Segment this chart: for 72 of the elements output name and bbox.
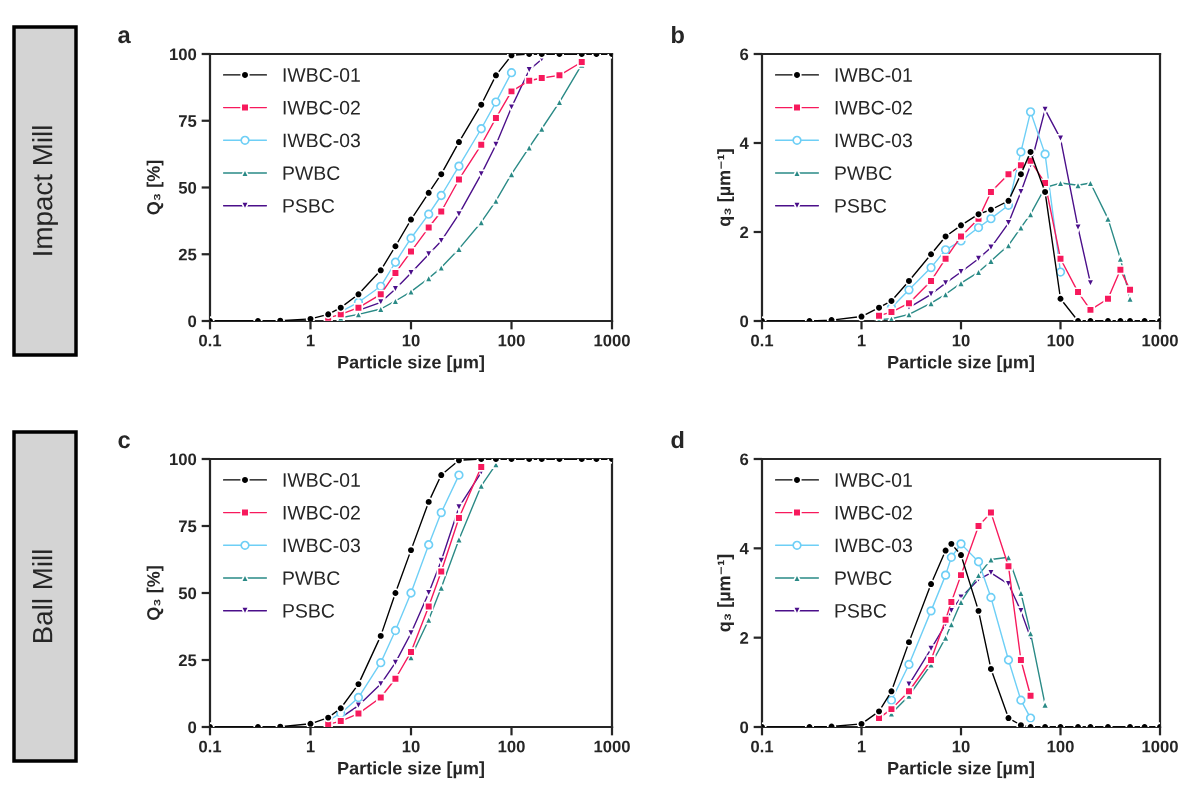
- x-tick-label: 100: [498, 334, 525, 347]
- y-tick-label: 0: [188, 721, 197, 734]
- y-tick-label: 4: [739, 137, 749, 150]
- x-tick-label: 1: [857, 334, 866, 347]
- x-tick-label: 1: [306, 740, 315, 753]
- x-tick-label: 0.1: [199, 334, 222, 347]
- x-tick-label: 1000: [594, 740, 630, 753]
- legend-label: IWBC-03: [283, 538, 360, 553]
- legend-label: PWBC: [283, 571, 340, 586]
- y-tick-label: 2: [740, 226, 749, 239]
- chart-title: b: [672, 25, 684, 44]
- legend-label: PWBC: [283, 166, 340, 181]
- text: Ball Mill: [32, 550, 53, 643]
- y-axis-title: Q₃ [%]: [146, 160, 164, 215]
- x-tick-label: 1: [857, 740, 866, 753]
- legend-label: PSBC: [835, 198, 887, 213]
- x-axis-title: Particle size [µm]: [888, 355, 1034, 373]
- x-tick-label: 1000: [1142, 334, 1178, 347]
- legend-label: PWBC: [835, 166, 892, 181]
- y-tick-label: 25: [178, 654, 197, 667]
- x-tick-label: 1000: [1142, 740, 1178, 753]
- x-tick-label: 0.1: [751, 740, 774, 753]
- legend-label: IWBC-02: [283, 100, 360, 115]
- x-axis-title: Particle size [µm]: [338, 355, 484, 373]
- y-tick-label: 0: [188, 315, 197, 328]
- y-axis-title: q₃ [µm⁻¹]: [717, 554, 734, 632]
- legend-label: IWBC-01: [835, 473, 912, 487]
- legend-label: IWBC-02: [835, 505, 912, 520]
- chart-title: c: [118, 435, 130, 449]
- chart-title: a: [118, 30, 131, 44]
- x-tick-label: 10: [402, 334, 420, 347]
- x-tick-label: 1: [306, 334, 315, 347]
- y-tick-label: 50: [178, 181, 197, 194]
- legend-label: PSBC: [283, 603, 335, 618]
- y-tick-label: 6: [740, 48, 749, 61]
- x-tick-label: 0.1: [199, 740, 222, 753]
- x-tick-label: 10: [952, 334, 970, 347]
- legend-label: IWBC-03: [835, 538, 912, 553]
- legend-label: PSBC: [283, 198, 335, 213]
- y-tick-label: 50: [178, 587, 197, 600]
- y-axis-title: Q₃ [%]: [146, 566, 164, 620]
- x-tick-label: 100: [1047, 334, 1074, 347]
- x-tick-label: 10: [952, 740, 970, 753]
- legend-label: IWBC-02: [835, 100, 912, 115]
- y-tick-label: 75: [178, 115, 197, 127]
- y-tick-label: 0: [740, 721, 749, 734]
- legend-label: IWBC-01: [283, 68, 360, 82]
- x-tick-label: 0.1: [751, 334, 774, 347]
- legend-label: PSBC: [835, 603, 887, 618]
- y-tick-label: 25: [178, 248, 197, 261]
- x-axis-title: Particle size [µm]: [888, 761, 1034, 779]
- chart-title: d: [671, 430, 684, 449]
- legend-label: IWBC-03: [835, 133, 912, 148]
- y-tick-label: 0: [740, 315, 749, 328]
- y-tick-label: 2: [740, 632, 749, 644]
- text: Impact Mill: [32, 126, 58, 255]
- x-tick-label: 10: [402, 740, 420, 753]
- x-tick-label: 100: [1047, 740, 1074, 753]
- legend-label: PWBC: [835, 571, 892, 586]
- y-tick-label: 100: [170, 48, 197, 61]
- y-tick-label: 75: [178, 520, 197, 533]
- legend-label: IWBC-02: [283, 505, 360, 520]
- legend-label: IWBC-01: [283, 473, 360, 487]
- x-tick-label: 1000: [594, 334, 630, 347]
- y-tick-label: 100: [170, 453, 197, 466]
- x-tick-label: 100: [498, 740, 525, 753]
- legend-label: IWBC-03: [283, 133, 360, 148]
- legend-label: IWBC-01: [835, 68, 912, 82]
- y-axis-title: q₃ [µm⁻¹]: [717, 149, 734, 226]
- y-tick-label: 6: [740, 453, 749, 466]
- x-axis-title: Particle size [µm]: [338, 761, 484, 779]
- y-tick-label: 4: [739, 542, 749, 555]
